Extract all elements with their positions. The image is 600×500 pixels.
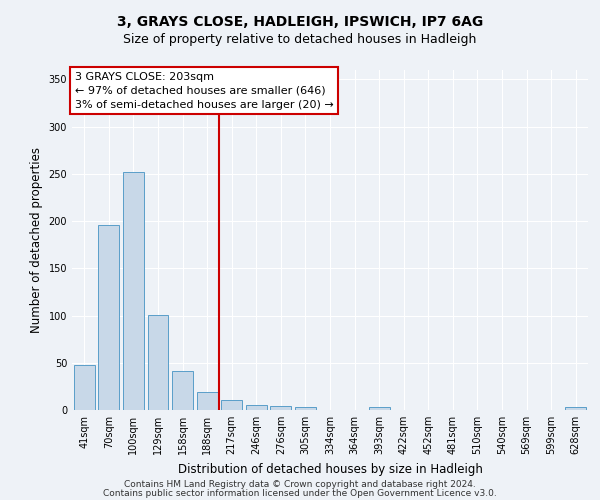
- Text: Contains public sector information licensed under the Open Government Licence v3: Contains public sector information licen…: [103, 488, 497, 498]
- Bar: [246, 406, 267, 410]
- Y-axis label: Number of detached properties: Number of detached properties: [30, 147, 43, 333]
- Bar: [148, 314, 169, 410]
- Bar: [172, 372, 193, 410]
- Text: Contains HM Land Registry data © Crown copyright and database right 2024.: Contains HM Land Registry data © Crown c…: [124, 480, 476, 489]
- Text: Size of property relative to detached houses in Hadleigh: Size of property relative to detached ho…: [124, 32, 476, 46]
- Text: 3, GRAYS CLOSE, HADLEIGH, IPSWICH, IP7 6AG: 3, GRAYS CLOSE, HADLEIGH, IPSWICH, IP7 6…: [117, 15, 483, 29]
- Bar: [565, 407, 586, 410]
- X-axis label: Distribution of detached houses by size in Hadleigh: Distribution of detached houses by size …: [178, 462, 482, 475]
- Bar: [271, 406, 292, 410]
- Bar: [123, 172, 144, 410]
- Bar: [221, 400, 242, 410]
- Text: 3 GRAYS CLOSE: 203sqm
← 97% of detached houses are smaller (646)
3% of semi-deta: 3 GRAYS CLOSE: 203sqm ← 97% of detached …: [74, 72, 334, 110]
- Bar: [74, 364, 95, 410]
- Bar: [98, 225, 119, 410]
- Bar: [368, 407, 389, 410]
- Bar: [295, 407, 316, 410]
- Bar: [197, 392, 218, 410]
